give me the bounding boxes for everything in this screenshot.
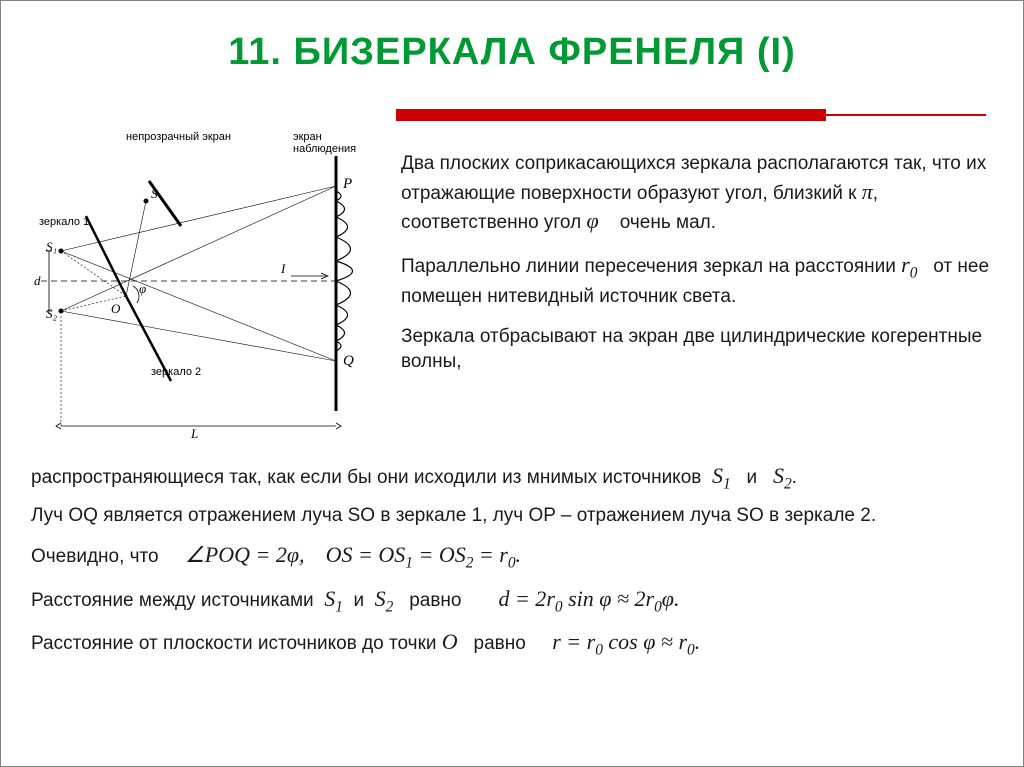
symbol-s2: S2: [773, 463, 792, 488]
p6-text-a: Очевидно, что: [31, 546, 164, 567]
description-text: Два плоских соприкасающихся зеркала расп…: [401, 151, 991, 389]
label-S2: S₂: [46, 306, 57, 322]
formula-r: r = r0 cos φ ≈ r0.: [552, 629, 700, 654]
formula-angle: ∠POQ = 2φ,: [185, 542, 304, 567]
p7-text-b: равно: [409, 590, 467, 611]
label-phi: φ: [139, 281, 146, 297]
label-L: L: [191, 426, 198, 442]
para-3: Зеркала отбрасывают на экран две цилиндр…: [401, 324, 991, 375]
symbol-O: O: [442, 629, 458, 654]
fresnel-mirror-diagram: непрозрачный экран экран наблюдения зерк…: [31, 131, 381, 441]
accent-bar: [396, 109, 986, 121]
symbol-phi: φ: [586, 208, 598, 233]
p7-and: и: [353, 590, 369, 611]
para-2: Параллельно линии пересечения зеркал на …: [401, 250, 991, 310]
page-title: 11. БИЗЕРКАЛА ФРЕНЕЛЯ (I): [31, 31, 993, 74]
symbol-s1: S1: [712, 463, 731, 488]
symbol-s1b: S1: [324, 586, 343, 611]
p4-dot: .: [792, 467, 797, 488]
label-mirror2: зеркало 2: [151, 366, 201, 378]
para-6: Очевидно, что ∠POQ = 2φ, OS = OS1 = OS2 …: [31, 540, 991, 574]
formula-d: d = 2r0 sin φ ≈ 2r0φ.: [498, 586, 679, 611]
label-d: d: [34, 273, 41, 289]
label-S: S: [151, 186, 158, 202]
p8-text-b: равно: [474, 633, 532, 654]
label-P: P: [343, 176, 352, 193]
label-mirror1: зеркало 1: [39, 216, 89, 228]
p2-text-a: Параллельно линии пересечения зеркал на …: [401, 256, 901, 277]
symbol-pi: π: [862, 179, 873, 204]
para-8: Расстояние от плоскости источников до то…: [31, 627, 991, 661]
p8-text-a: Расстояние от плоскости источников до то…: [31, 633, 442, 654]
label-Q: Q: [343, 353, 354, 370]
p1-text-a: Два плоских соприкасающихся зеркала расп…: [401, 153, 986, 204]
label-S1: S₁: [46, 239, 57, 255]
label-I: I: [281, 261, 285, 277]
label-opaque-screen: непрозрачный экран: [126, 131, 231, 143]
para-1: Два плоских соприкасающихся зеркала расп…: [401, 151, 991, 236]
para-7: Расстояние между источниками S1 и S2 рав…: [31, 584, 991, 618]
p7-text-a: Расстояние между источниками: [31, 590, 319, 611]
para-5: Луч OQ является отражением луча SO в зер…: [31, 503, 991, 530]
p1-text-c: очень мал.: [614, 212, 716, 233]
formula-os: OS = OS1 = OS2 = r0.: [326, 542, 521, 567]
label-obs-screen: экран наблюдения: [293, 131, 381, 155]
lower-text-block: распространяющиеся так, как если бы они …: [31, 461, 991, 667]
para-4: распространяющиеся так, как если бы они …: [31, 461, 991, 495]
label-O: O: [111, 301, 120, 317]
p4-and: и: [746, 467, 762, 488]
slide-container: 11. БИЗЕРКАЛА ФРЕНЕЛЯ (I): [0, 0, 1024, 767]
symbol-s2b: S2: [375, 586, 394, 611]
p4-text-a: распространяющиеся так, как если бы они …: [31, 467, 707, 488]
symbol-r0: r0: [901, 252, 917, 277]
